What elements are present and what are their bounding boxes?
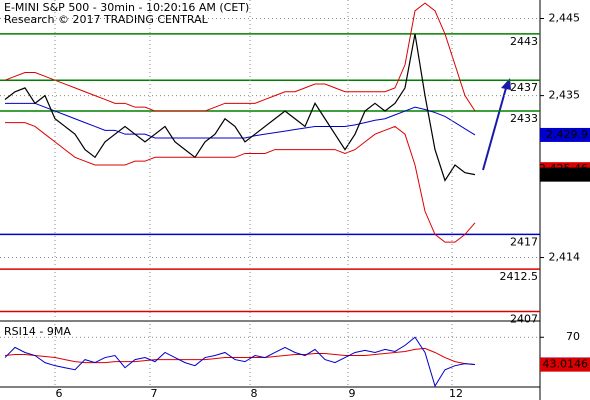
price-label-box	[540, 357, 590, 372]
y-tick-label: 2,414	[549, 251, 581, 264]
chart-subtitle: Research © 2017 TRADING CENTRAL	[4, 13, 209, 26]
level-label: 2437	[510, 81, 538, 94]
series-line	[4, 336, 476, 388]
forecast-arrow	[482, 87, 507, 171]
level-label: 2412.5	[500, 270, 539, 283]
series-line	[5, 102, 476, 139]
level-label: 2417	[510, 235, 538, 248]
price-label: 43.0146	[543, 358, 589, 371]
price-label-box	[540, 127, 590, 142]
series-line	[4, 2, 476, 112]
level-label: 2443	[510, 35, 538, 48]
series-line	[5, 122, 476, 243]
x-tick-label: 12	[449, 387, 463, 400]
x-tick-label: 9	[349, 387, 356, 400]
level-label: 2407	[510, 313, 538, 326]
price-label-box	[540, 167, 590, 182]
price-label: 2,429.9	[546, 128, 588, 141]
chart-title: E-MINI S&P 500 - 30min - 10:20:16 AM (CE…	[4, 1, 249, 14]
rsi-title: RSI14 - 9MA	[4, 325, 71, 338]
y-tick-label: 2,445	[549, 12, 581, 25]
price-label: 2,424.75	[539, 168, 588, 181]
y-tick-label: 2,435	[549, 89, 581, 102]
y-tick-label: 70	[566, 330, 580, 343]
x-tick-label: 8	[251, 387, 258, 400]
forecast-arrowhead	[501, 78, 511, 90]
level-label: 2433	[510, 112, 538, 125]
x-tick-label: 7	[151, 387, 158, 400]
series-line	[4, 33, 476, 182]
x-tick-label: 6	[56, 387, 63, 400]
series-line	[4, 347, 476, 366]
